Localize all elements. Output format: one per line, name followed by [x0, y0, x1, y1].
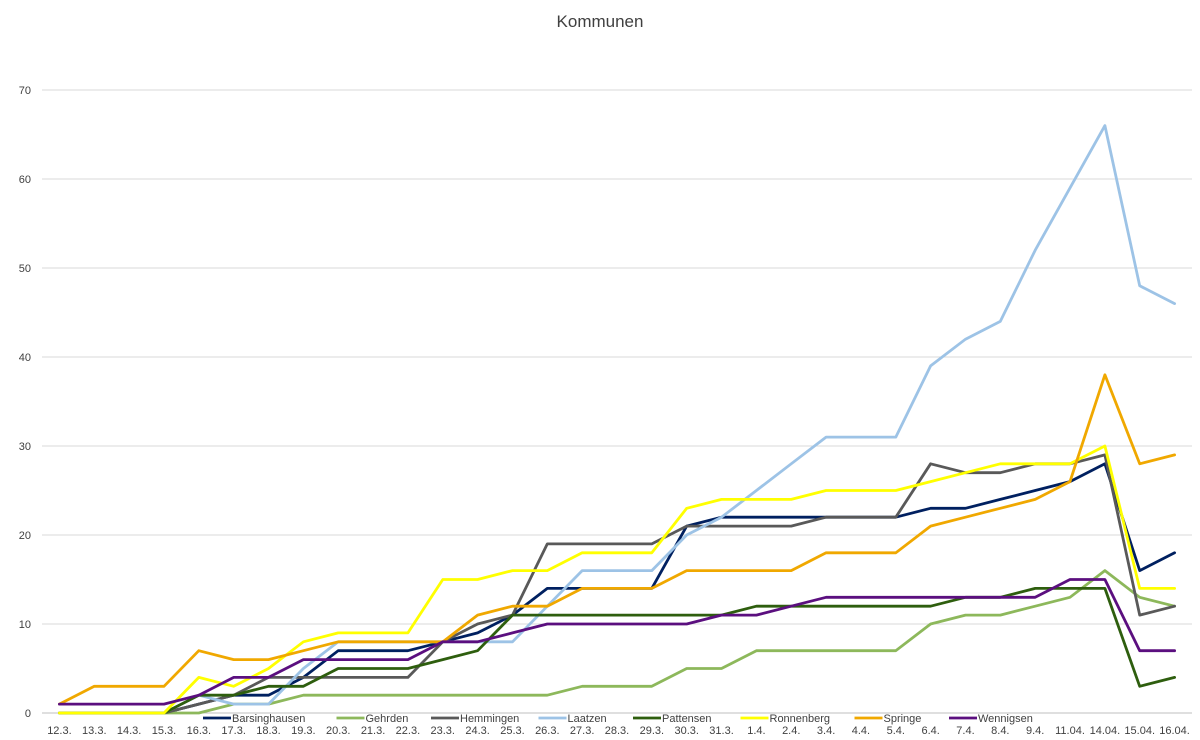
series-line-gehrden — [58, 569, 1176, 715]
y-tick-label: 60 — [19, 174, 31, 186]
x-tick-label: 15.04. — [1124, 725, 1155, 737]
x-tick-label: 5.4. — [887, 725, 905, 737]
x-tick-label: 14.04. — [1090, 725, 1121, 737]
y-axis: 0 10 20 30 40 50 60 70 — [19, 85, 31, 720]
series-line-hemmingen — [58, 453, 1176, 715]
series-line-laatzen — [58, 124, 1176, 715]
legend-label-laatzen: Laatzen — [568, 713, 607, 725]
gridlines — [42, 89, 1192, 714]
series-line-wennigsen — [58, 578, 1176, 706]
x-tick-label: 22.3. — [396, 725, 420, 737]
x-tick-label: 30.3. — [674, 725, 698, 737]
x-tick-label: 16.3. — [187, 725, 211, 737]
series-line-pattensen — [58, 587, 1176, 715]
x-tick-label: 29.3. — [640, 725, 664, 737]
legend-label-ronnenberg: Ronnenberg — [770, 713, 831, 725]
legend-label-hemmingen: Hemmingen — [460, 713, 519, 725]
y-tick-label: 30 — [19, 441, 31, 453]
x-tick-label: 23.3. — [431, 725, 455, 737]
x-tick-label: 31.3. — [709, 725, 733, 737]
x-tick-label: 18.3. — [256, 725, 280, 737]
x-tick-label: 1.4. — [747, 725, 765, 737]
x-tick-label: 6.4. — [921, 725, 939, 737]
legend-label-barsinghausen: Barsinghausen — [232, 713, 305, 725]
series-line-ronnenberg — [58, 444, 1176, 715]
x-tick-label: 11.04. — [1055, 725, 1085, 737]
y-tick-label: 50 — [19, 263, 31, 275]
x-tick-label: 15.3. — [152, 725, 176, 737]
series-line-springe — [58, 373, 1176, 706]
y-tick-label: 40 — [19, 352, 31, 364]
legend-label-pattensen: Pattensen — [662, 713, 712, 725]
y-tick-label: 0 — [25, 708, 31, 720]
x-tick-label: 14.3. — [117, 725, 141, 737]
x-axis: 12.3. 13.3. 14.3. 15.3. 16.3. 17.3. 18.3. 19.3.… — [47, 725, 1190, 737]
y-tick-label: 70 — [19, 85, 31, 97]
x-tick-label: 26.3. — [535, 725, 559, 737]
x-tick-label: 8.4. — [991, 725, 1009, 737]
x-tick-label: 16.04. — [1159, 725, 1190, 737]
x-tick-label: 13.3. — [82, 725, 106, 737]
x-tick-label: 2.4. — [782, 725, 800, 737]
x-tick-label: 25.3. — [500, 725, 524, 737]
legend-label-gehrden: Gehrden — [366, 713, 409, 725]
chart-title: Kommunen — [556, 12, 644, 31]
y-tick-label: 20 — [19, 530, 31, 542]
y-tick-label: 10 — [19, 619, 31, 631]
x-tick-label: 24.3. — [465, 725, 489, 737]
x-tick-label: 27.3. — [570, 725, 594, 737]
x-tick-label: 19.3. — [291, 725, 315, 737]
legend: Barsinghausen Gehrden Hemmingen Laatzen Patt… — [203, 713, 1033, 725]
x-tick-label: 17.3. — [221, 725, 245, 737]
legend-label-springe: Springe — [884, 713, 922, 725]
series-lines — [58, 124, 1176, 715]
x-tick-label: 4.4. — [852, 725, 870, 737]
x-tick-label: 28.3. — [605, 725, 629, 737]
x-tick-label: 20.3. — [326, 725, 350, 737]
x-tick-label: 21.3. — [361, 725, 385, 737]
x-tick-label: 3.4. — [817, 725, 835, 737]
legend-label-wennigsen: Wennigsen — [978, 713, 1033, 725]
x-tick-label: 7.4. — [956, 725, 974, 737]
x-tick-label: 9.4. — [1026, 725, 1044, 737]
x-tick-label: 12.3. — [47, 725, 71, 737]
